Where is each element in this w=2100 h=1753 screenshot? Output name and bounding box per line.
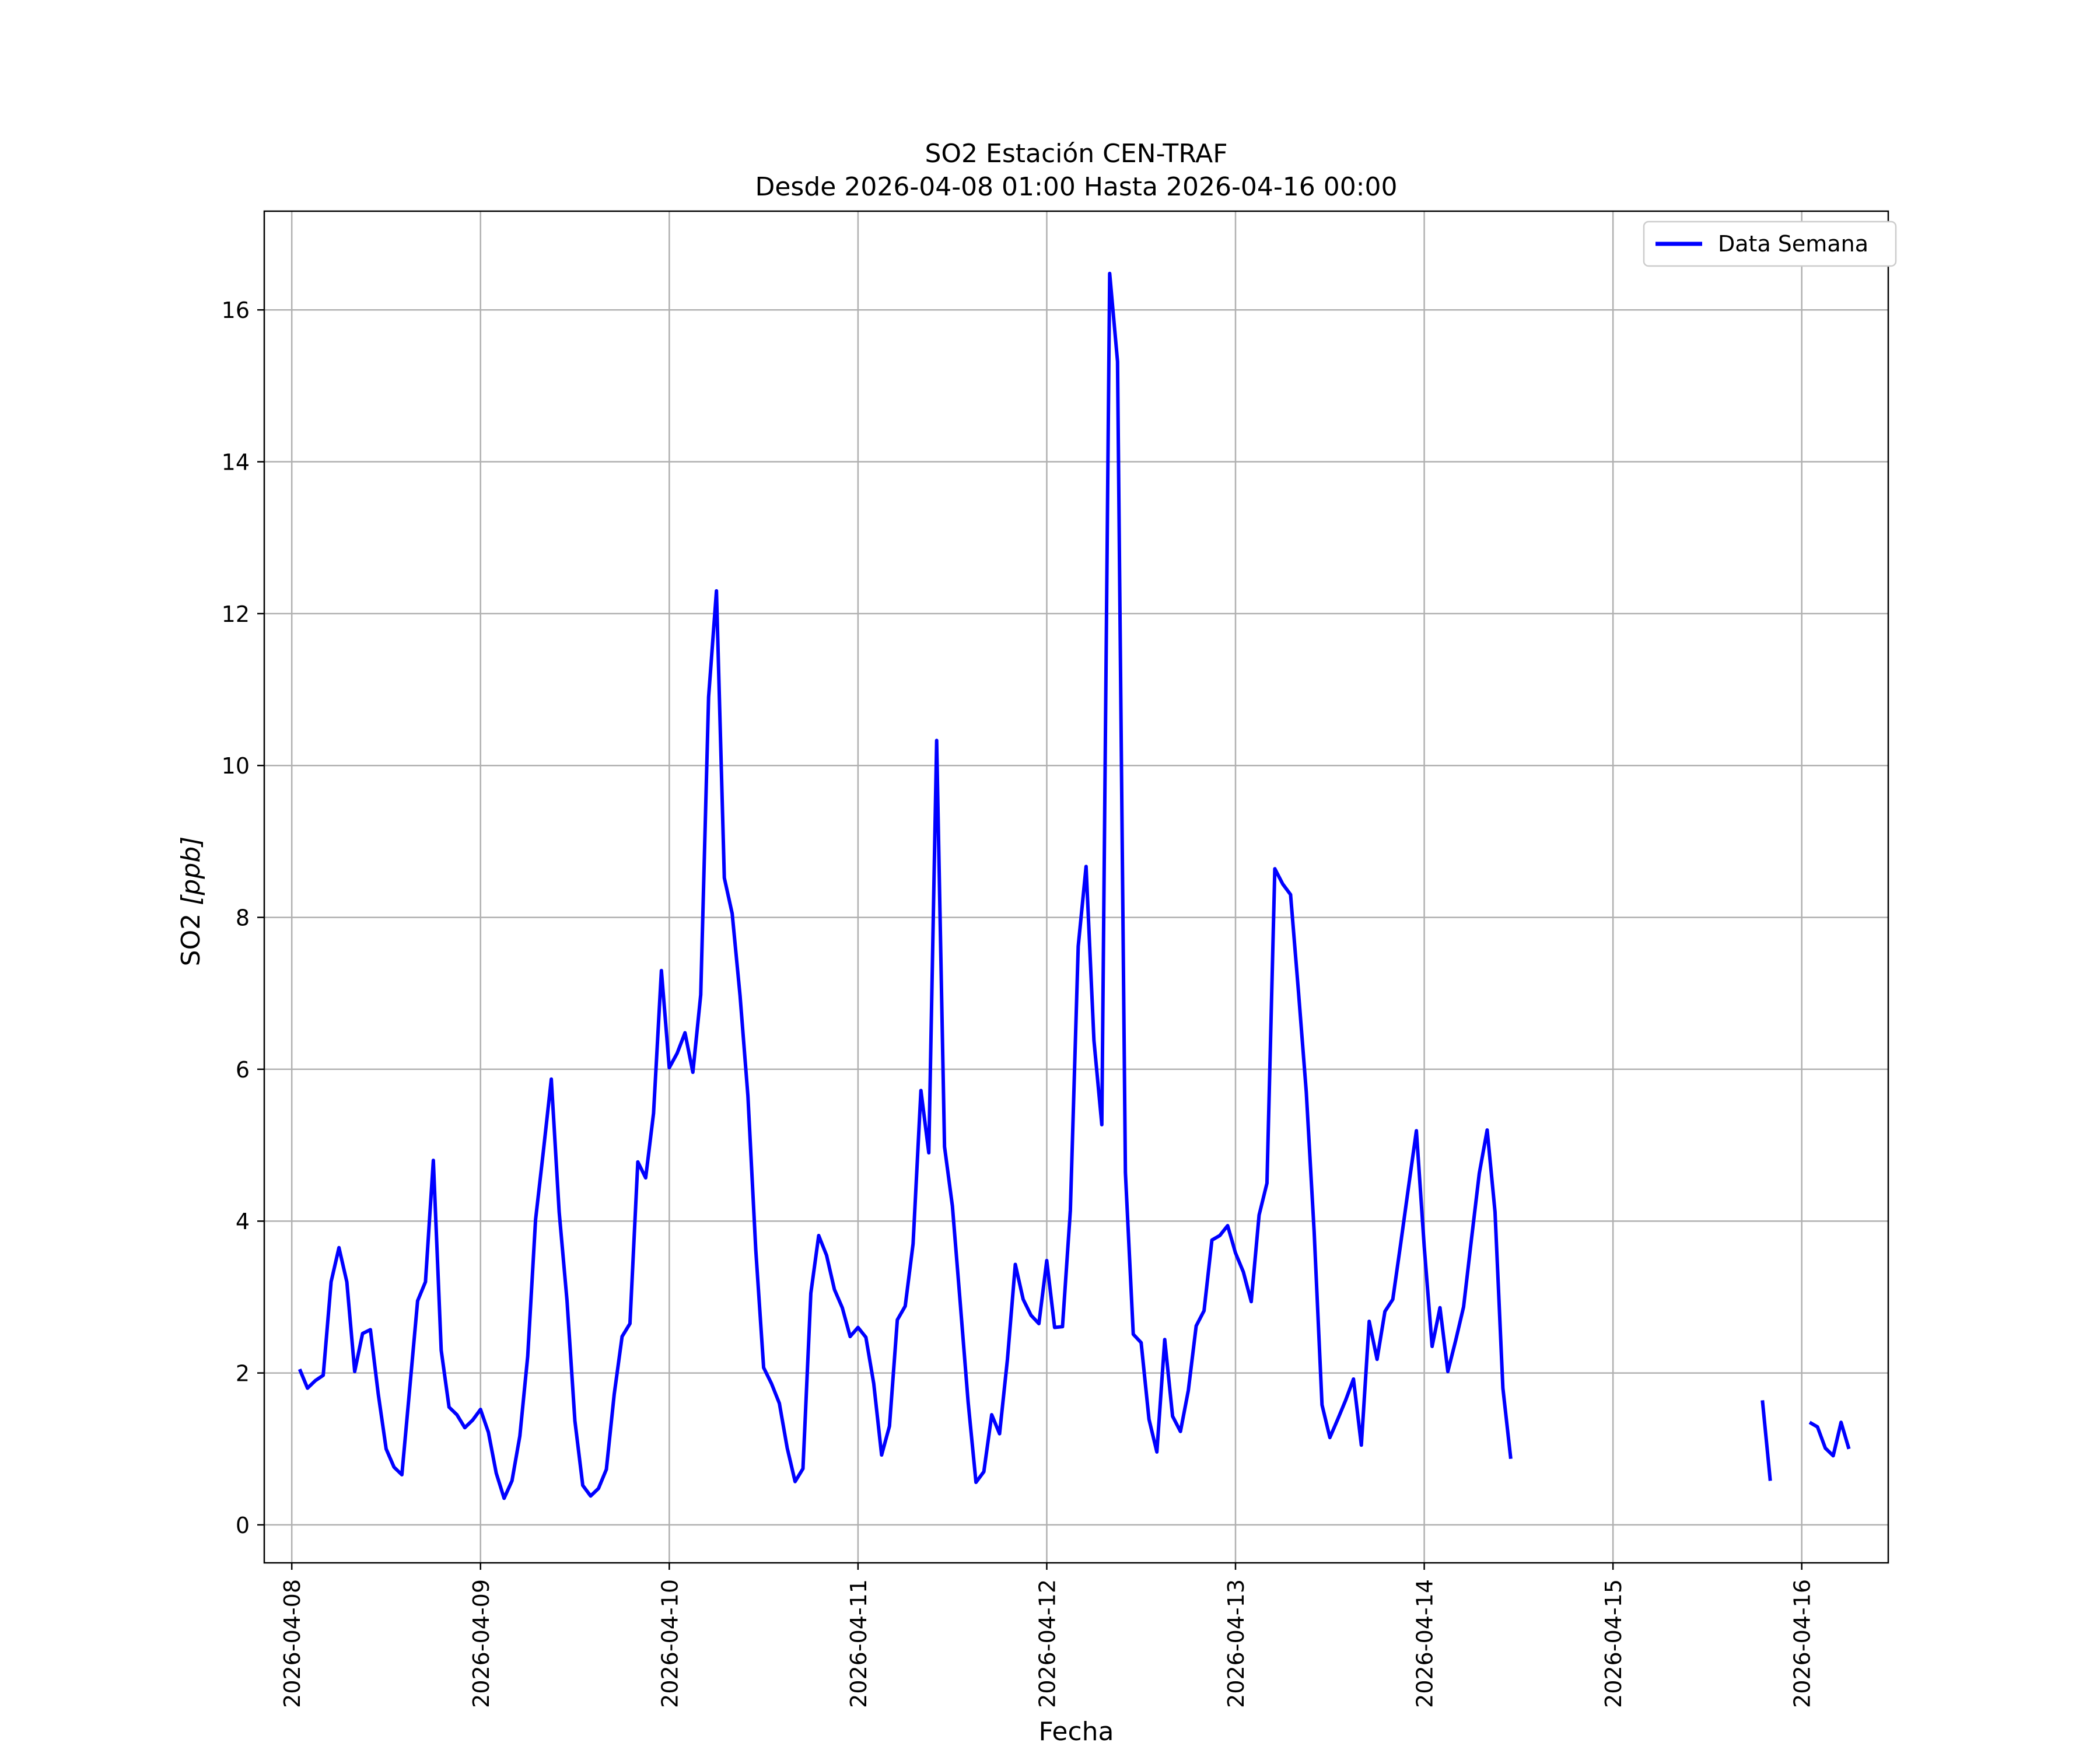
y-tick-label: 10 xyxy=(222,753,250,779)
x-axis-label: Fecha xyxy=(1038,1717,1114,1747)
x-tick-label: 2026-04-08 xyxy=(279,1579,305,1708)
x-tick-label: 2026-04-11 xyxy=(846,1579,872,1708)
y-tick-label: 6 xyxy=(236,1057,250,1083)
series-line-segment xyxy=(1808,1420,1851,1458)
x-tick-label: 2026-04-09 xyxy=(468,1579,494,1708)
series-line-segment xyxy=(298,271,1513,1500)
y-tick-label: 16 xyxy=(222,298,250,323)
y-axis-label-quantity: SO2 xyxy=(176,905,206,967)
y-tick-label: 12 xyxy=(222,601,250,627)
y-tick-label: 2 xyxy=(236,1361,250,1387)
x-tick-label: 2026-04-10 xyxy=(657,1579,682,1708)
data-series xyxy=(298,271,1851,1500)
legend-box xyxy=(1643,221,1897,267)
chart-title: SO2 Estación CEN-TRAF xyxy=(925,139,1227,169)
y-axis-label: SO2 [ppb] xyxy=(176,837,206,967)
legend: Data Semana xyxy=(1643,221,1897,267)
series-line-segment xyxy=(1760,1400,1772,1481)
x-tick-label: 2026-04-15 xyxy=(1601,1579,1626,1708)
y-axis-label-unit: [ppb] xyxy=(176,837,206,905)
y-tick-label: 14 xyxy=(222,450,250,475)
y-tick-label: 0 xyxy=(236,1513,250,1538)
chart-subtitle: Desde 2026-04-08 01:00 Hasta 2026-04-16 … xyxy=(755,172,1397,202)
x-tick-label: 2026-04-12 xyxy=(1034,1579,1060,1708)
plot-area-frame xyxy=(263,210,1889,1564)
x-tick-label: 2026-04-16 xyxy=(1790,1579,1815,1708)
legend-label: Data Semana xyxy=(1718,231,1868,257)
y-tick-label: 4 xyxy=(236,1209,250,1234)
axis-ticks: 0 2 4 6 8 10 12 14 16 2026-04-08 2026-04-09 2026-04… xyxy=(222,298,1815,1708)
x-tick-label: 2026-04-14 xyxy=(1412,1579,1438,1708)
y-tick-label: 8 xyxy=(236,905,250,931)
x-tick-label: 2026-04-13 xyxy=(1223,1579,1249,1708)
